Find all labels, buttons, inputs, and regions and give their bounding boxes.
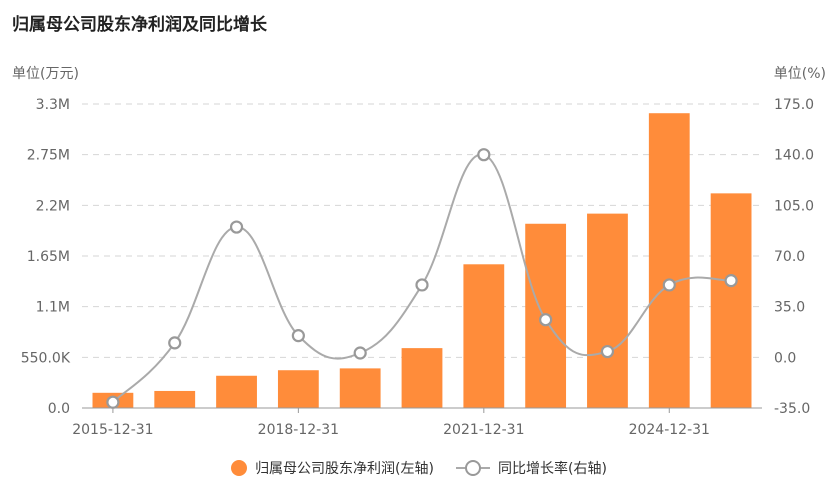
bar-2025-12-31[interactable]	[710, 193, 752, 408]
left-axis-tick-label: 550.0K	[21, 350, 71, 366]
x-axis-tick-label: 2015-12-31	[72, 422, 153, 438]
growth-point-2024-12-31[interactable]	[662, 278, 676, 292]
growth-point-2020-12-31[interactable]	[415, 278, 429, 292]
x-axis-tick-label: 2024-12-31	[629, 422, 710, 438]
bar-2024-12-31[interactable]	[648, 113, 690, 408]
right-axis-tick-label: 35.0	[774, 300, 805, 316]
right-axis-tick-label: 175.0	[774, 97, 814, 113]
bar-2021-12-31[interactable]	[463, 264, 505, 408]
left-axis-tick-label: 1.65M	[27, 249, 70, 265]
bar-2018-12-31[interactable]	[277, 370, 319, 408]
right-axis-unit: 单位(%)	[774, 66, 826, 82]
growth-point-2025-12-31[interactable]	[724, 274, 738, 288]
bar-2017-12-31[interactable]	[216, 375, 257, 408]
right-axis-tick-label: 140.0	[774, 148, 814, 164]
bar-2020-12-31[interactable]	[401, 348, 443, 408]
growth-point-2015-12-31[interactable]	[106, 395, 120, 409]
bar-2023-12-31[interactable]	[587, 213, 628, 408]
growth-point-2023-12-31[interactable]	[600, 344, 615, 359]
left-axis-tick-label: 1.1M	[36, 300, 70, 316]
left-axis-tick-label: 2.75M	[27, 148, 70, 164]
legend: 归属母公司股东净利润(左轴) 同比增长率(右轴)	[0, 458, 838, 478]
legend-label-profit: 归属母公司股东净利润(左轴)	[255, 461, 434, 477]
combo-chart: 单位(万元) 单位(%) 0.0 -35.0 550.0K 0.0 1.1M 35.0 1.…	[12, 66, 826, 438]
x-axis-tick-label: 2021-12-31	[443, 422, 524, 438]
growth-point-2018-12-31[interactable]	[291, 329, 305, 343]
legend-item-growth[interactable]: 同比增长率(右轴)	[456, 458, 607, 478]
growth-point-2017-12-31[interactable]	[229, 220, 244, 234]
x-axis-tick-label: 2018-12-31	[258, 422, 339, 438]
bar-series-swatch	[231, 460, 248, 476]
right-axis-tick-label: 0.0	[774, 350, 796, 366]
line-series-swatch	[456, 460, 490, 476]
legend-item-profit[interactable]: 归属母公司股东净利润(左轴)	[231, 458, 434, 478]
left-axis-unit: 单位(万元)	[12, 66, 79, 82]
bar-2019-12-31[interactable]	[339, 368, 381, 408]
chart-title: 归属母公司股东净利润及同比增长	[12, 15, 267, 35]
growth-point-2019-12-31[interactable]	[353, 346, 367, 360]
left-axis-tick-label: 0.0	[48, 401, 70, 417]
right-axis-tick-label: 70.0	[774, 249, 805, 265]
growth-point-2016-12-31[interactable]	[168, 336, 182, 350]
growth-point-2022-12-31[interactable]	[539, 313, 553, 327]
bar-2016-12-31[interactable]	[154, 390, 196, 408]
left-axis-tick-label: 2.2M	[36, 198, 70, 214]
growth-point-2021-12-31[interactable]	[477, 148, 491, 162]
right-axis-tick-label: -35.0	[774, 401, 810, 417]
right-axis-tick-label: 105.0	[774, 198, 814, 214]
left-axis-tick-label: 3.3M	[36, 97, 70, 113]
legend-label-growth: 同比增长率(右轴)	[498, 461, 607, 477]
